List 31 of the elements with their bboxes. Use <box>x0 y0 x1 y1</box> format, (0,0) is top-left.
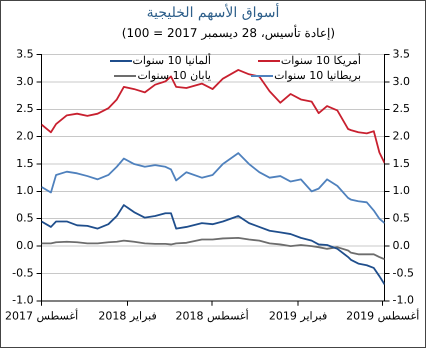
y2-tick-label: 3.0 <box>392 74 410 88</box>
y-tick-label: 2.5 <box>16 102 34 116</box>
y2-tick-label: 1.5 <box>392 156 410 170</box>
y2-tick-label: -0.5 <box>392 266 414 280</box>
x-tick-label: أغسطس 2019 <box>346 308 420 322</box>
y-tick-label: 3.5 <box>16 47 34 60</box>
legend-label: أمريكا 10 سنوات <box>280 54 361 67</box>
y-tick-label: 1.5 <box>16 156 34 170</box>
legend-label: ألمانيا 10 سنوات <box>132 54 211 67</box>
y2-tick-label: 1.0 <box>392 184 410 198</box>
x-tick-label: أغسطس 2017 <box>4 308 78 322</box>
y2-tick-label: 3.5 <box>392 47 410 60</box>
y-tick-label: 3.0 <box>16 74 34 88</box>
y-tick-label: 0.5 <box>16 212 34 225</box>
y2-tick-label: 0.0 <box>392 238 410 252</box>
y-tick-label: 0.0 <box>16 238 34 252</box>
y-tick-label: 1.0 <box>16 184 34 198</box>
x-tick-label: فبراير 2019 <box>268 309 328 322</box>
legend-label: يابان 10 سنوات <box>137 69 211 82</box>
y2-tick-label: 2.0 <box>392 130 410 143</box>
y2-tick-label: 0.5 <box>392 212 410 225</box>
y-tick-label: -0.5 <box>12 266 34 280</box>
y2-tick-label: -1.0 <box>392 294 414 307</box>
legend-label: بريطانيا 10 سنوات <box>274 69 361 82</box>
x-tick-label: أغسطس 2018 <box>176 308 249 322</box>
chart-title: أسواق الأسهم الخليجية <box>146 5 280 21</box>
chart-subtitle: (إعادة تأسيس، 28 ديسمبر 2017 = 100) <box>122 26 335 40</box>
y2-tick-label: 2.5 <box>392 102 410 116</box>
y-tick-label: -1.0 <box>12 294 34 307</box>
y-tick-label: 2.0 <box>16 130 34 143</box>
x-tick-label: فبراير 2018 <box>98 309 157 322</box>
